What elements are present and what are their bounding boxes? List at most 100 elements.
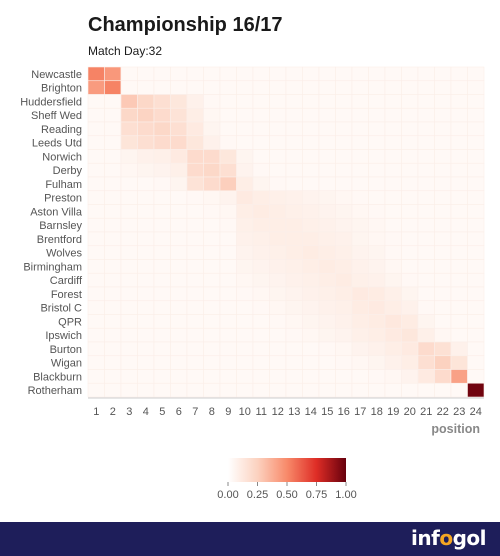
heatmap-cell (252, 121, 270, 137)
heatmap-cell (269, 121, 287, 137)
heatmap-cell (104, 80, 122, 95)
heatmap-cell (285, 162, 303, 178)
heatmap-cell (236, 327, 254, 343)
heatmap-cell (384, 231, 402, 247)
heatmap-cell (450, 245, 468, 260)
heatmap-cell (269, 80, 287, 95)
heatmap-cell (401, 382, 419, 398)
heatmap-cell (318, 204, 336, 219)
heatmap-cell (318, 162, 336, 178)
heatmap-cell (170, 107, 188, 123)
heatmap-cell (153, 217, 171, 233)
heatmap-cell (351, 355, 369, 370)
heatmap-cell (137, 149, 155, 164)
heatmap-cell (170, 121, 188, 137)
heatmap-cell (384, 80, 402, 95)
heatmap-cell (219, 190, 237, 205)
heatmap-cell (318, 94, 336, 109)
heatmap-cell (401, 204, 419, 219)
heatmap-cell (351, 382, 369, 398)
heatmap-cell (104, 382, 122, 398)
heatmap-cell (120, 107, 138, 123)
heatmap-cell (203, 204, 221, 219)
heatmap-cell (137, 327, 155, 343)
heatmap-cell (252, 149, 270, 164)
heatmap-cell (417, 327, 435, 343)
heatmap-cell (252, 327, 270, 343)
heatmap-cell (285, 217, 303, 233)
heatmap-cell (104, 300, 122, 315)
heatmap-cell (236, 355, 254, 370)
heatmap-cell (104, 94, 122, 109)
heatmap-cell (87, 341, 105, 357)
heatmap-cell (285, 369, 303, 384)
heatmap-cell (120, 149, 138, 164)
heatmap-cell (351, 190, 369, 205)
heatmap-cell (368, 369, 386, 384)
heatmap-cell (203, 300, 221, 315)
heatmap-cell (335, 327, 353, 343)
heatmap-cell (203, 149, 221, 164)
heatmap-cell (104, 121, 122, 137)
heatmap-cell (120, 272, 138, 288)
y-tick-label: Birmingham (23, 261, 82, 273)
heatmap-cell (285, 66, 303, 82)
heatmap-cell (335, 80, 353, 95)
heatmap-cell (153, 204, 171, 219)
heatmap-cell (219, 272, 237, 288)
heatmap-cell (120, 204, 138, 219)
heatmap-cell (467, 121, 485, 137)
heatmap-cell (236, 314, 254, 329)
heatmap-cell (285, 107, 303, 123)
heatmap-cell (104, 66, 122, 82)
heatmap-cell (285, 80, 303, 95)
heatmap-cell (120, 190, 138, 205)
heatmap-cell (170, 217, 188, 233)
y-tick-label: Wolves (46, 248, 82, 260)
heatmap-cell (434, 135, 452, 150)
heatmap-cell (302, 94, 320, 109)
heatmap-cell (417, 135, 435, 150)
y-tick-label: QPR (58, 316, 82, 328)
heatmap-cell (203, 80, 221, 95)
heatmap-cell (285, 231, 303, 247)
heatmap-cell (368, 176, 386, 192)
heatmap-cell (120, 286, 138, 302)
heatmap-cell (335, 286, 353, 302)
heatmap-cell (318, 135, 336, 150)
heatmap-cell (269, 66, 287, 82)
heatmap-cell (434, 355, 452, 370)
heatmap-cell (87, 259, 105, 274)
heatmap-cell (170, 231, 188, 247)
heatmap-cell (285, 245, 303, 260)
heatmap-cell (335, 355, 353, 370)
heatmap-cell (467, 190, 485, 205)
heatmap-cell (252, 286, 270, 302)
y-tick-label: Brighton (41, 83, 82, 95)
heatmap-cell (368, 94, 386, 109)
heatmap-cell (384, 382, 402, 398)
heatmap-cell (434, 314, 452, 329)
heatmap-cell (137, 176, 155, 192)
heatmap-cell (87, 80, 105, 95)
heatmap-cell (285, 204, 303, 219)
footer-bar: infogol (0, 522, 500, 556)
heatmap-cell (434, 231, 452, 247)
heatmap-cell (137, 107, 155, 123)
heatmap-cell (203, 66, 221, 82)
heatmap-cell (236, 135, 254, 150)
heatmap-cell (203, 382, 221, 398)
heatmap-cell (401, 286, 419, 302)
heatmap-cell (104, 369, 122, 384)
heatmap-cell (87, 149, 105, 164)
heatmap-cell (120, 94, 138, 109)
heatmap-cell (137, 300, 155, 315)
heatmap-cell (335, 176, 353, 192)
heatmap-cell (318, 369, 336, 384)
heatmap-cell (203, 341, 221, 357)
heatmap-cell (153, 300, 171, 315)
heatmap-cell (252, 94, 270, 109)
heatmap-cell (219, 259, 237, 274)
heatmap-cell (335, 369, 353, 384)
x-tick-label: 2 (110, 406, 116, 418)
